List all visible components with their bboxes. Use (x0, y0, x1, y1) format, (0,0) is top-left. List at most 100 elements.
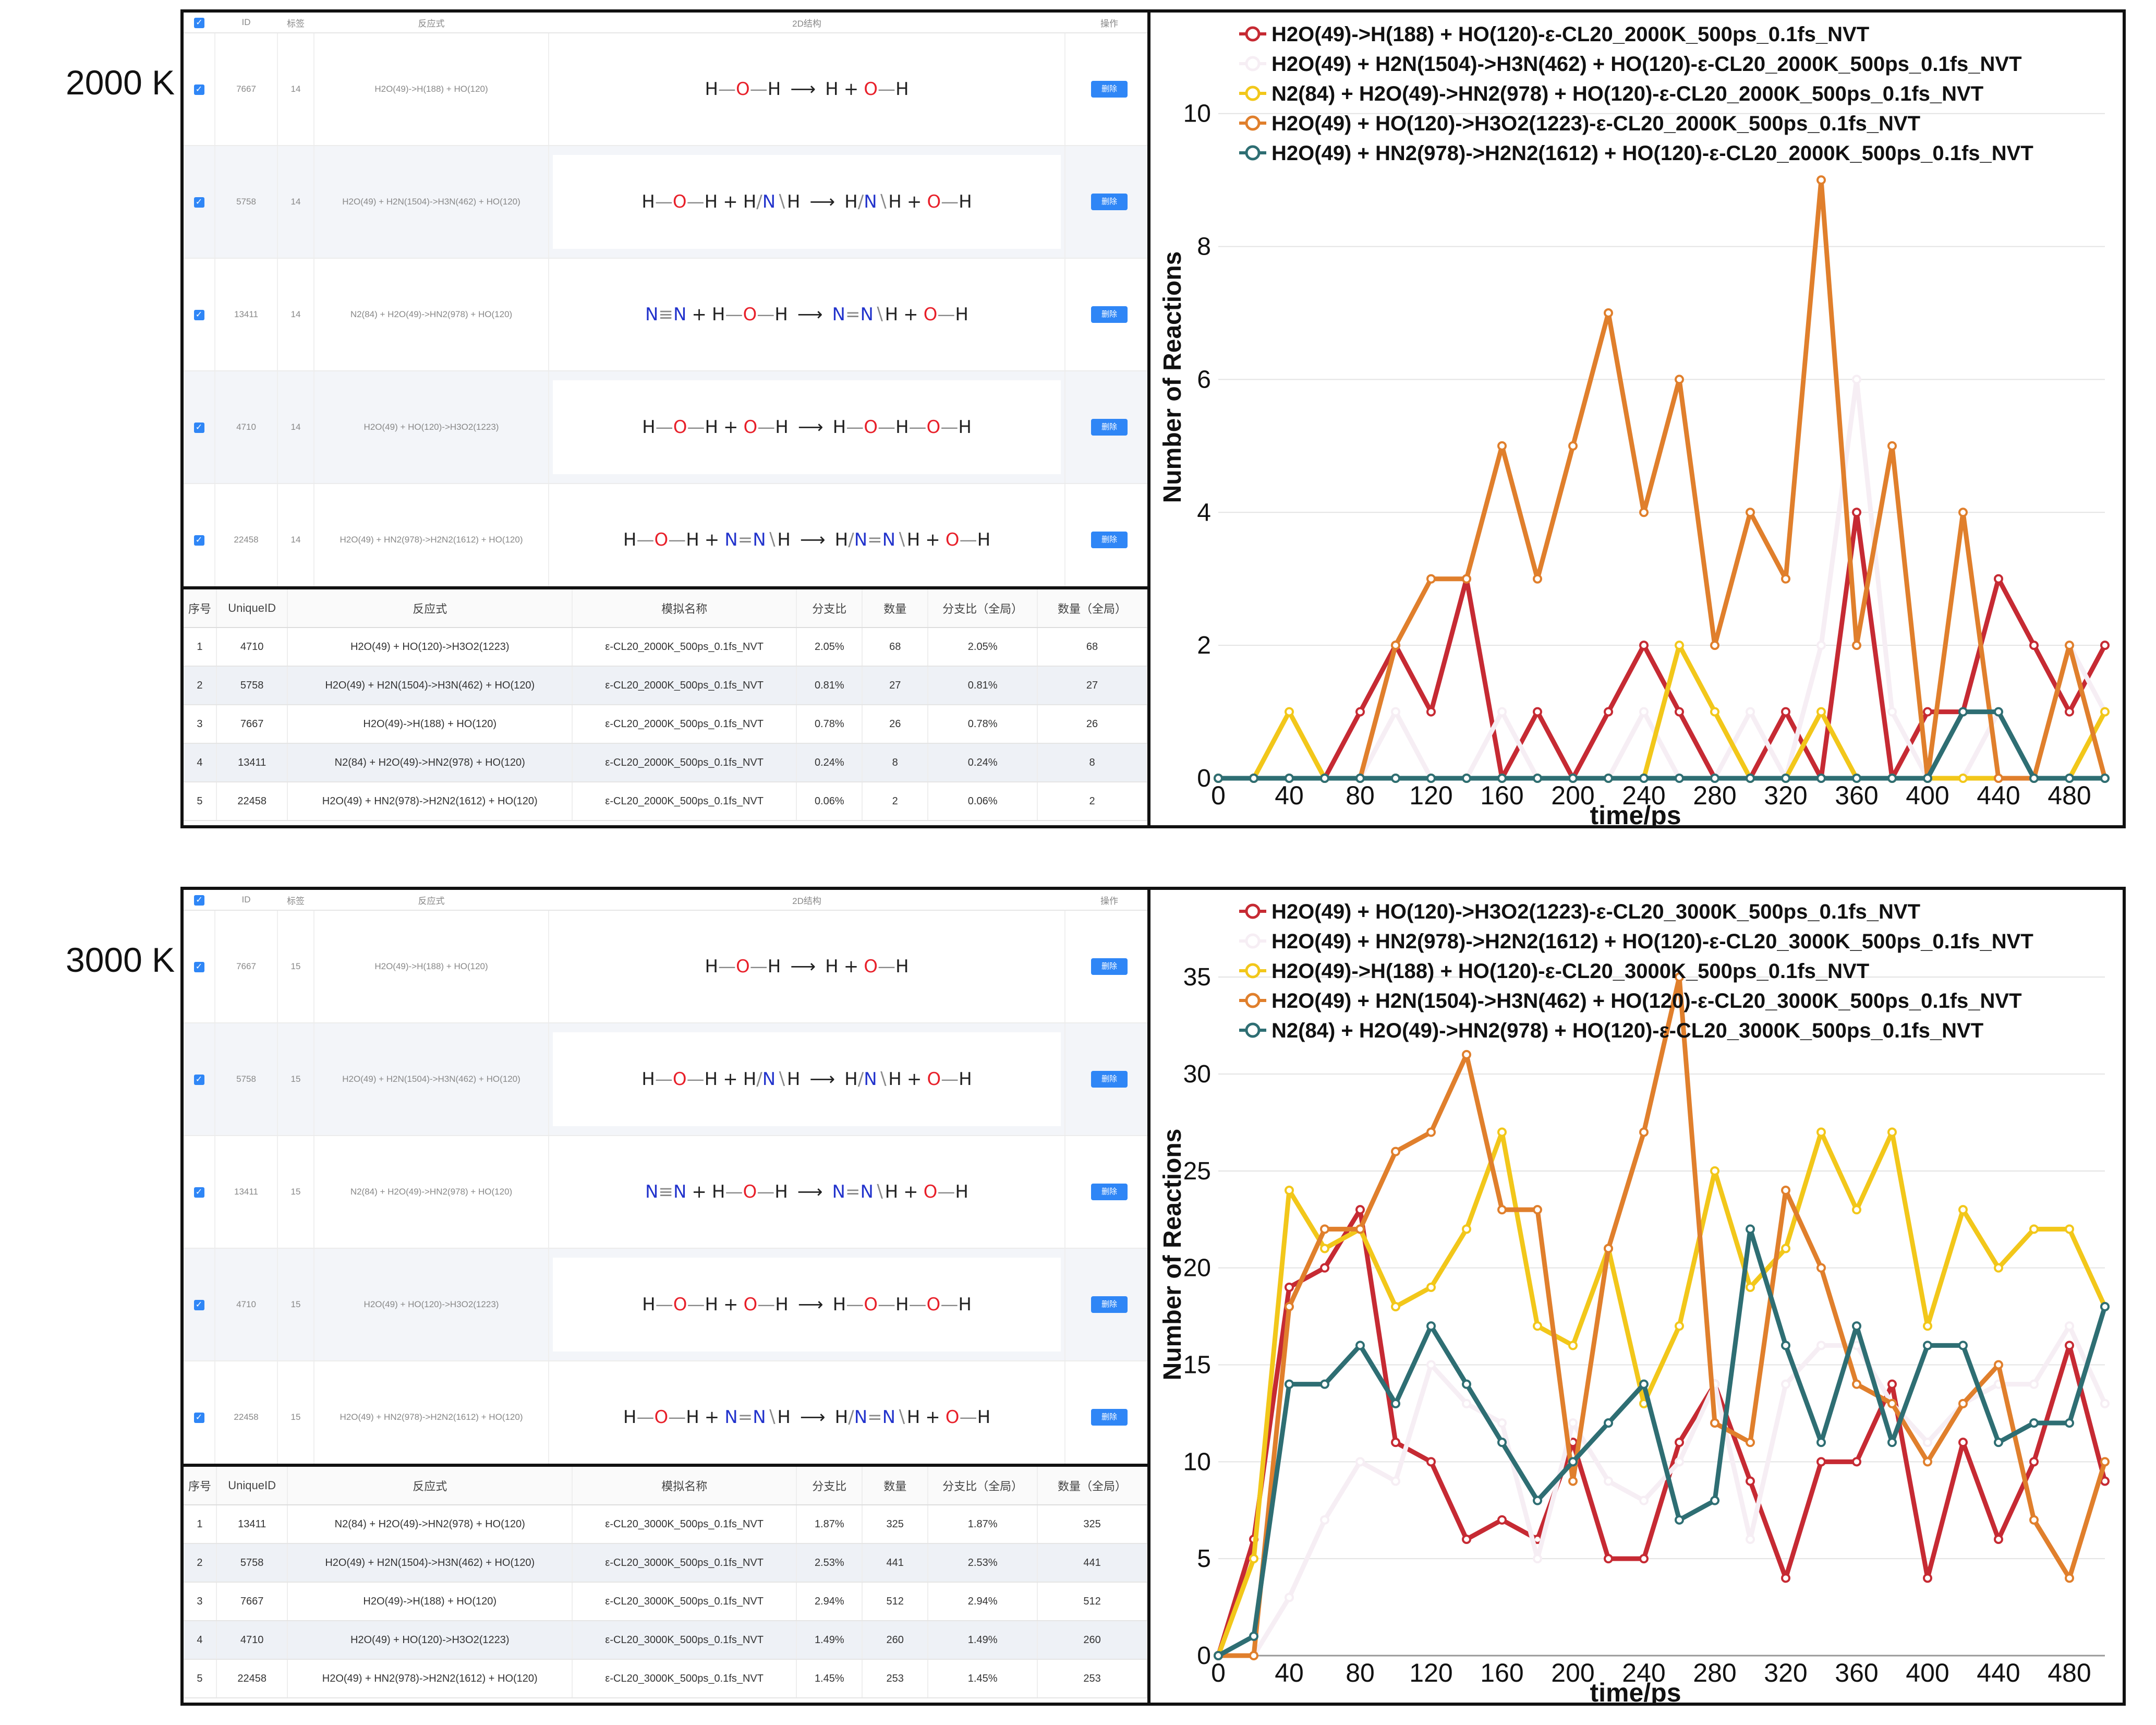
branch-cell: N2(84) + H2O(49)->HN2(978) + HO(120) (287, 743, 573, 782)
row-checkbox[interactable]: ✓ (193, 961, 204, 972)
data-point (1568, 1457, 1578, 1467)
structure-image: N ≡ N + H — O — H ⟶ N = N ∖ H + O — H (553, 1145, 1061, 1239)
branch-cell: 0.78% (796, 705, 863, 744)
delete-button[interactable]: 删除 (1091, 532, 1128, 548)
delete-button[interactable]: 删除 (1091, 419, 1128, 436)
row-checkbox-cell[interactable]: ✓ (184, 258, 215, 371)
data-point (1781, 1186, 1790, 1195)
data-point (1639, 1495, 1649, 1505)
delete-button[interactable]: 删除 (1091, 81, 1128, 98)
data-point (1497, 1438, 1507, 1447)
data-point (1533, 1495, 1542, 1505)
row-checkbox-cell[interactable]: ✓ (184, 146, 215, 259)
row-checkbox[interactable]: ✓ (193, 1412, 204, 1423)
data-point (1852, 774, 1861, 783)
y-tick-label: 30 (1183, 1060, 1211, 1088)
delete-button[interactable]: 删除 (1091, 306, 1128, 323)
header-check[interactable]: ✓ (184, 13, 215, 33)
row-checkbox-cell[interactable]: ✓ (184, 1023, 215, 1136)
branch-cell: 26 (1037, 705, 1147, 744)
data-point (1958, 508, 1968, 517)
branch-cell: 22458 (216, 1659, 288, 1698)
header-id: ID (215, 890, 277, 911)
data-point (1816, 1127, 1826, 1137)
delete-button[interactable]: 删除 (1091, 1184, 1128, 1200)
data-point (1675, 1321, 1684, 1331)
branch-cell: 441 (862, 1543, 929, 1583)
branch-cell: 5758 (216, 666, 288, 705)
legend-label: H2O(49) + HO(120)->H3O2(1223)-ε-CL20_200… (1271, 112, 1920, 135)
data-point (1887, 441, 1897, 451)
branch-cell: ε-CL20_3000K_500ps_0.1fs_NVT (572, 1505, 797, 1544)
branch-header-cell: 序号 (184, 1467, 217, 1505)
data-point (2065, 641, 2074, 650)
row-checkbox-cell[interactable]: ✓ (184, 33, 215, 146)
data-point (1923, 1321, 1932, 1331)
data-point (2065, 1224, 2074, 1234)
row-checkbox-cell[interactable]: ✓ (184, 1248, 215, 1361)
structure-image: H — O — H ⟶ H + O — H (553, 42, 1061, 136)
delete-button[interactable]: 删除 (1091, 194, 1128, 210)
data-point (1355, 774, 1365, 783)
branch-header-cell: 分支比 (796, 589, 863, 628)
row-checkbox-cell[interactable]: ✓ (184, 1136, 215, 1249)
header-equation: 反应式 (314, 13, 549, 33)
data-point (1639, 707, 1649, 717)
series-line (1216, 1130, 2107, 1657)
row-checkbox[interactable]: ✓ (193, 1299, 204, 1310)
row-checkbox-cell[interactable]: ✓ (184, 371, 215, 484)
delete-button[interactable]: 删除 (1091, 1296, 1128, 1313)
data-point (1816, 1438, 1826, 1447)
delete-button[interactable]: 删除 (1091, 1409, 1128, 1426)
row-checkbox[interactable]: ✓ (193, 1074, 204, 1085)
series-group (1214, 1127, 2110, 1660)
select-all-checkbox[interactable]: ✓ (194, 17, 204, 28)
delete-button[interactable]: 删除 (1091, 958, 1128, 975)
row-id: 22458 (215, 484, 278, 597)
x-axis-label: time/ps (1590, 1678, 1681, 1703)
x-axis-label: time/ps (1590, 801, 1681, 825)
x-tick-label: 280 (1693, 781, 1736, 810)
row-checkbox-cell[interactable]: ✓ (184, 1361, 215, 1474)
data-point (1852, 1457, 1861, 1467)
data-point (1781, 1379, 1790, 1389)
header-check[interactable]: ✓ (184, 890, 215, 911)
data-point (1781, 1244, 1790, 1253)
data-point (1816, 707, 1826, 717)
row-structure: H — O — H ⟶ H + O — H (549, 910, 1065, 1023)
x-tick-label: 120 (1409, 1658, 1452, 1687)
x-tick-label: 440 (1977, 1658, 2020, 1687)
y-tick-label: 15 (1183, 1352, 1211, 1379)
data-point (1852, 1205, 1861, 1215)
structure-table-2000: ✓ ID 标签 反应式 2D结构 操作 ✓ 7667 14 H2O(49)->H… (184, 13, 1147, 597)
data-point (1320, 1224, 1329, 1234)
row-checkbox[interactable]: ✓ (193, 422, 204, 433)
select-all-checkbox[interactable]: ✓ (194, 895, 204, 906)
data-point (1285, 1593, 1294, 1602)
y-tick-label: 2 (1197, 632, 1211, 659)
row-checkbox[interactable]: ✓ (193, 535, 204, 546)
row-checkbox[interactable]: ✓ (193, 197, 204, 208)
delete-button[interactable]: 删除 (1091, 1071, 1128, 1088)
row-checkbox-cell[interactable]: ✓ (184, 910, 215, 1023)
data-point (1887, 1127, 1897, 1137)
data-point (1355, 1205, 1365, 1215)
row-checkbox[interactable]: ✓ (193, 309, 204, 320)
series-group (1214, 1205, 2110, 1660)
y-tick-label: 20 (1183, 1254, 1211, 1282)
row-operation: 删除 (1065, 146, 1147, 259)
chart-box-3000: 0 5 10 15 20 25 30 35 0 40 80 120 160 200 240 280 320 360… (1147, 887, 2126, 1706)
legend-swatch-marker (1245, 963, 1261, 979)
row-checkbox[interactable]: ✓ (193, 84, 204, 95)
branch-header-cell: UniqueID (216, 1467, 288, 1505)
data-point (1675, 774, 1684, 783)
branch-cell: 0.78% (928, 705, 1038, 744)
row-checkbox[interactable]: ✓ (193, 1187, 204, 1198)
row-checkbox-cell[interactable]: ✓ (184, 484, 215, 597)
row-tag: 14 (277, 258, 314, 371)
legend-swatch-marker (1245, 56, 1261, 71)
branch-cell: 22458 (216, 782, 288, 821)
branch-cell: 27 (862, 666, 929, 705)
data-point (2065, 1341, 2074, 1350)
structure-table-header: ✓ ID 标签 反应式 2D结构 操作 (184, 13, 1147, 33)
